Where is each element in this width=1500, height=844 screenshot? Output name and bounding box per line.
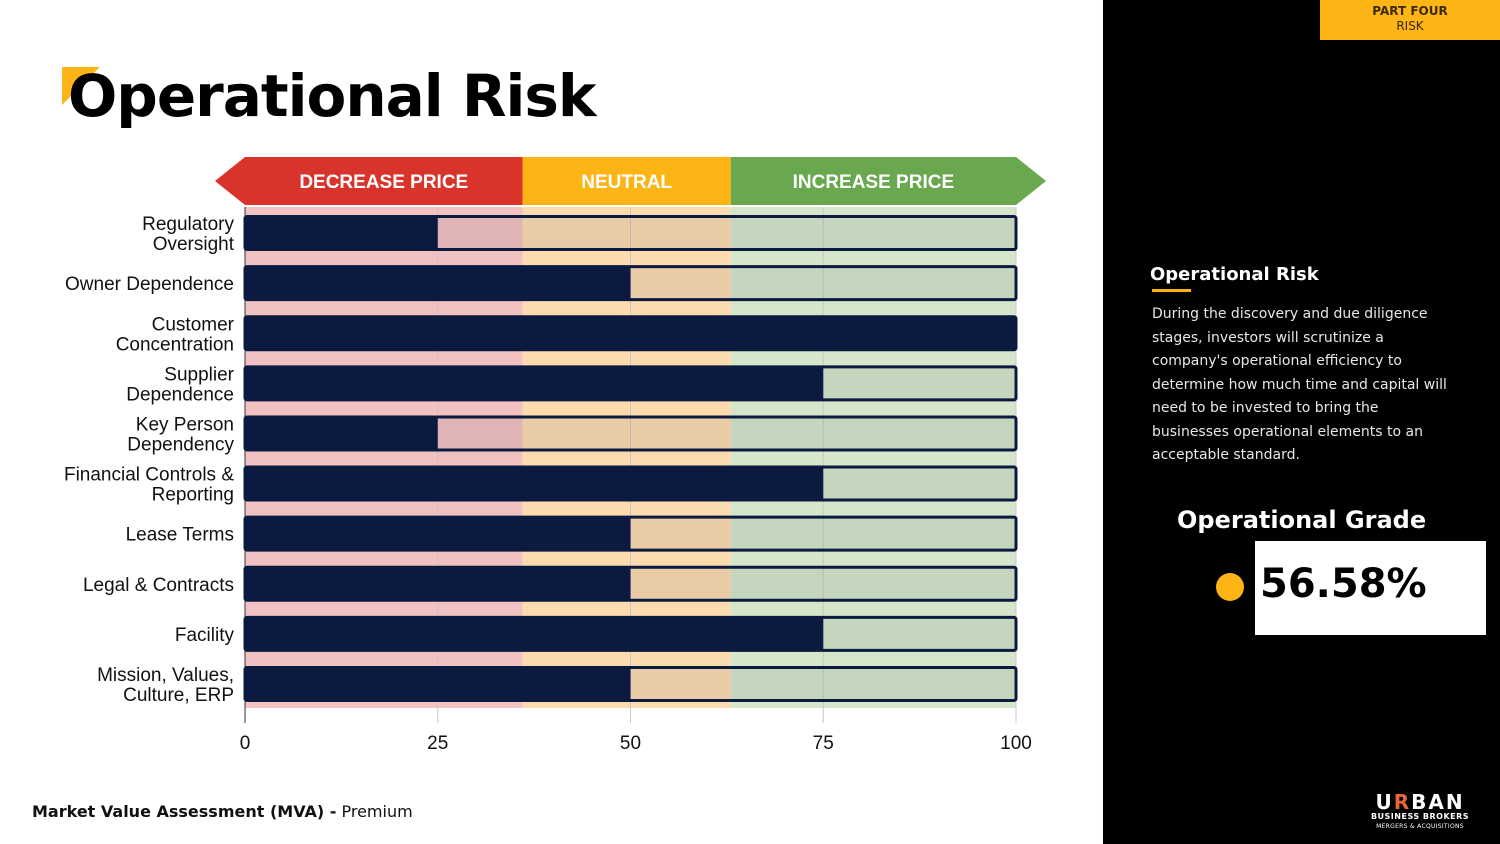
risk-chart: DECREASE PRICE NEUTRAL INCREASE PRICE Regul… xyxy=(64,157,1046,754)
bar xyxy=(245,517,631,551)
category-label: Customer xyxy=(152,314,235,335)
zone-header-label: DECREASE PRICE xyxy=(299,172,468,193)
bar xyxy=(245,416,438,450)
category-label: Oversight xyxy=(153,234,235,255)
company-logo: URBAN BUSINESS BROKERS MERGERS & ACQUISI… xyxy=(1364,792,1476,831)
zone-header-0 xyxy=(215,157,523,205)
logo-brand: URBAN xyxy=(1364,792,1476,812)
bar xyxy=(245,667,631,701)
grade-value: 56.58% xyxy=(1260,561,1427,607)
bar xyxy=(245,467,824,501)
logo-brand-u: U xyxy=(1375,790,1394,814)
x-tick-label: 100 xyxy=(1000,733,1032,754)
x-tick-label: 25 xyxy=(427,733,448,754)
category-label: Culture, ERP xyxy=(123,685,234,706)
category-label: Dependence xyxy=(126,384,234,405)
chart-svg: DECREASE PRICE NEUTRAL INCREASE PRICE Regul… xyxy=(64,157,1046,754)
category-label: Lease Terms xyxy=(126,525,234,546)
x-tick-label: 75 xyxy=(813,733,834,754)
logo-brand-r: R xyxy=(1393,790,1412,814)
logo-line1: BUSINESS BROKERS xyxy=(1370,812,1470,821)
side-panel xyxy=(1103,0,1500,844)
category-label: Owner Dependence xyxy=(65,274,234,295)
main-panel: Operational Risk DECREASE PRICE NEUTRAL IN… xyxy=(32,62,1046,821)
side-description: During the discovery and due diligence s… xyxy=(1152,306,1447,463)
category-label: Concentration xyxy=(116,334,234,355)
logo-line2: MERGERS & ACQUISITIONS xyxy=(1376,823,1464,830)
bar xyxy=(245,567,631,601)
logo-brand-end: BAN xyxy=(1411,790,1465,814)
side-heading-underline xyxy=(1152,289,1191,292)
part-name: RISK xyxy=(1396,19,1424,33)
category-label: Financial Controls & xyxy=(64,465,234,486)
side-heading: Operational Risk xyxy=(1150,264,1319,285)
category-label: Legal & Contracts xyxy=(83,575,234,596)
category-label: Dependency xyxy=(127,434,234,455)
footer-caption: Market Value Assessment (MVA) - Premium xyxy=(32,802,413,821)
bar xyxy=(245,366,824,400)
zone-header-2 xyxy=(730,157,1046,205)
grade-status-dot-icon xyxy=(1216,573,1244,601)
zone-header-label: INCREASE PRICE xyxy=(793,172,955,193)
category-label: Mission, Values, xyxy=(97,665,234,686)
bar xyxy=(245,617,824,651)
bar xyxy=(245,216,438,250)
bar xyxy=(245,316,1016,350)
category-label: Reporting xyxy=(152,485,234,506)
footer-normal: Premium xyxy=(336,802,413,821)
x-tick-label: 0 xyxy=(240,733,251,754)
category-label: Facility xyxy=(175,625,235,646)
category-label: Regulatory xyxy=(142,214,234,235)
page-title: Operational Risk xyxy=(68,62,596,130)
category-label: Supplier xyxy=(164,364,234,385)
grade-title: Operational Grade xyxy=(1177,506,1427,534)
part-badge: PART FOUR RISK xyxy=(1320,0,1500,40)
title-accent-icon xyxy=(62,67,100,105)
part-label: PART FOUR xyxy=(1372,4,1448,18)
footer-bold: Market Value Assessment (MVA) - xyxy=(32,802,337,821)
zone-header-label: NEUTRAL xyxy=(581,172,672,193)
zone-header-1 xyxy=(522,157,731,205)
x-tick-label: 50 xyxy=(620,733,641,754)
bar xyxy=(245,266,631,300)
grade-box: 56.58% xyxy=(1255,541,1486,635)
category-label: Key Person xyxy=(136,414,234,435)
